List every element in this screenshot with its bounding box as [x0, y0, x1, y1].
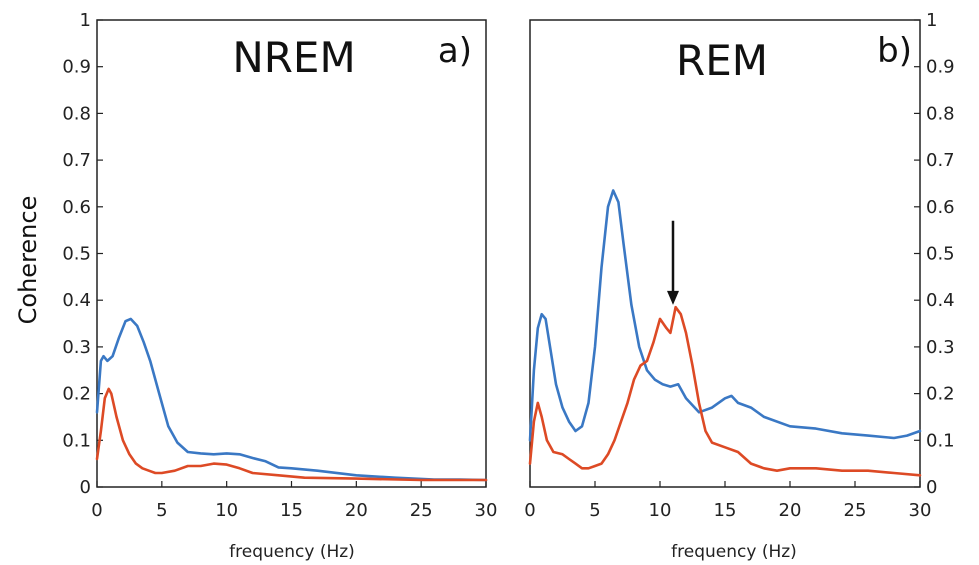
- panel-rem: 0 0.1 0.2 0.3 0.4 0.5 0.6 0.7 0.8 0.9 1 0 5 10 15 20 25…: [524, 10, 954, 562]
- x-tick-label: 5: [156, 500, 167, 521]
- x-ticks-nrem: 0 5 10 15 20 25 30: [91, 481, 497, 521]
- x-tick-label: 10: [215, 500, 238, 521]
- y-tick-label: 0.7: [62, 150, 91, 171]
- panel-nrem: 0 0.1 0.2 0.3 0.4 0.5 0.6 0.7 0.8 0.9 1 0 5 10 15 20 25…: [62, 10, 497, 562]
- x-tick-label: 20: [345, 500, 368, 521]
- y-tick-label: 0: [926, 477, 937, 498]
- x-tick-label: 0: [524, 500, 535, 521]
- x-tick-label: 10: [649, 500, 672, 521]
- annotations-rem: [667, 220, 679, 305]
- series-line-red-nrem: [95, 387, 488, 482]
- y-ticks-rem: 0 0.1 0.2 0.3 0.4 0.5 0.6 0.7 0.8 0.9 1: [914, 10, 955, 498]
- y-tick-label: 0.6: [62, 197, 91, 218]
- y-tick-label: 0.7: [926, 150, 955, 171]
- plot-frame-nrem: [96, 19, 487, 488]
- y-tick-label: 0.9: [926, 57, 955, 78]
- y-ticks-nrem: 0 0.1 0.2 0.3 0.4 0.5 0.6 0.7 0.8 0.9 1: [62, 10, 103, 498]
- arrow-head: [667, 290, 679, 305]
- y-tick-label: 0.6: [926, 197, 955, 218]
- y-tick-label: 0.1: [62, 430, 91, 451]
- y-tick-label: 0: [80, 477, 91, 498]
- panel-title-rem: REM: [676, 36, 768, 85]
- x-tick-label: 30: [475, 500, 498, 521]
- x-tick-label: 0: [91, 500, 102, 521]
- y-tick-label: 1: [926, 10, 937, 31]
- y-tick-label: 0.8: [926, 103, 955, 124]
- x-ticks-rem: 0 5 10 15 20 25 30: [524, 481, 931, 521]
- y-tick-label: 0.2: [62, 384, 91, 405]
- series-line-blue-rem: [528, 189, 922, 442]
- y-axis-label: Coherence: [14, 196, 42, 325]
- y-tick-label: 0.4: [926, 290, 955, 311]
- x-tick-label: 20: [779, 500, 802, 521]
- plot-frame-rem: [529, 19, 921, 488]
- panel-tag-a: a): [438, 31, 472, 71]
- x-axis-label-nrem: frequency (Hz): [229, 542, 355, 562]
- x-tick-label: 30: [909, 500, 932, 521]
- x-tick-label: 15: [280, 500, 303, 521]
- y-tick-label: 0.4: [62, 290, 91, 311]
- y-tick-label: 0.1: [926, 430, 955, 451]
- y-tick-label: 0.3: [926, 337, 955, 358]
- series-line-blue-nrem: [95, 317, 488, 482]
- y-tick-label: 0.5: [62, 244, 91, 265]
- x-tick-label: 5: [589, 500, 600, 521]
- y-tick-label: 0.2: [926, 384, 955, 405]
- x-axis-label-rem: frequency (Hz): [671, 542, 797, 562]
- x-tick-label: 25: [844, 500, 867, 521]
- y-tick-label: 1: [80, 10, 91, 31]
- y-tick-label: 0.5: [926, 244, 955, 265]
- series-group-nrem: [95, 317, 488, 482]
- y-tick-label: 0.9: [62, 57, 91, 78]
- series-group-rem: [528, 189, 922, 477]
- x-tick-label: 15: [714, 500, 737, 521]
- panel-title-nrem: NREM: [232, 33, 355, 82]
- y-tick-label: 0.8: [62, 103, 91, 124]
- series-line-red-rem: [528, 305, 922, 477]
- y-tick-label: 0.3: [62, 337, 91, 358]
- x-tick-label: 25: [410, 500, 433, 521]
- panel-tag-b: b): [877, 31, 912, 71]
